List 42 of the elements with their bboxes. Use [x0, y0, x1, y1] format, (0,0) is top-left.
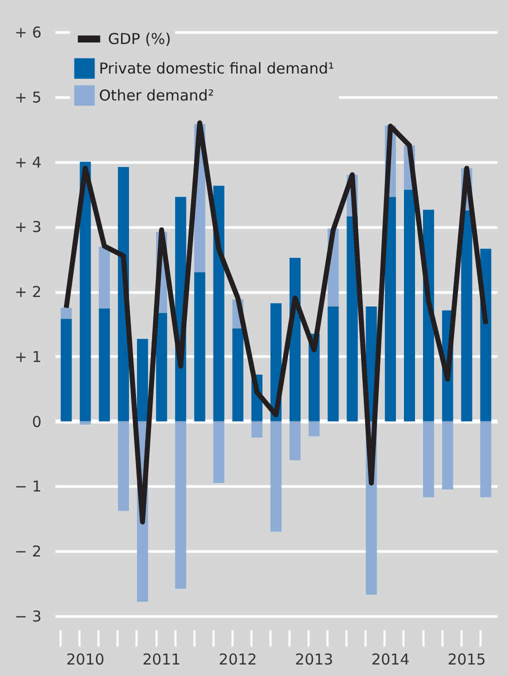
y-tick-label: + 4	[14, 153, 42, 172]
bar	[118, 421, 129, 511]
bar	[60, 308, 72, 319]
y-tick-label: 0	[32, 412, 42, 431]
y-tick-label: − 3	[14, 608, 42, 626]
bar	[251, 421, 262, 438]
bar	[194, 272, 206, 422]
bar	[328, 306, 339, 422]
bar	[98, 308, 110, 422]
y-tick-label: + 2	[14, 283, 42, 302]
x-tick-label: 2015	[448, 650, 486, 668]
bar	[308, 421, 320, 436]
legend-label: Private domestic final demand¹	[99, 60, 334, 78]
bar	[136, 338, 148, 422]
bar	[156, 312, 168, 422]
bar	[384, 196, 396, 422]
bar	[270, 421, 282, 532]
bar	[175, 421, 186, 589]
x-tick-label: 2012	[218, 650, 257, 668]
x-tick-label: 2011	[142, 650, 181, 668]
bar	[232, 328, 244, 422]
bar	[80, 421, 91, 425]
legend-label: GDP (%)	[108, 30, 171, 48]
bar	[213, 421, 224, 483]
bar	[290, 421, 301, 460]
bar	[60, 318, 72, 422]
x-tick-label: 2014	[371, 650, 410, 668]
y-tick-label: + 3	[14, 218, 42, 236]
y-tick-label: + 6	[14, 24, 42, 42]
x-tick-label: 2010	[66, 650, 104, 668]
y-tick-label: − 2	[14, 542, 42, 561]
y-tick-label: − 1	[14, 478, 42, 496]
bar	[480, 421, 492, 498]
bar	[98, 246, 110, 308]
bar	[423, 421, 434, 498]
x-tick-label: 2013	[295, 650, 334, 668]
y-tick-label: + 1	[14, 348, 42, 366]
y-tick-label: + 5	[14, 88, 42, 106]
legend-label: Other demand²	[99, 86, 214, 104]
bar	[404, 190, 416, 422]
bar	[442, 421, 454, 490]
bar	[461, 210, 472, 422]
